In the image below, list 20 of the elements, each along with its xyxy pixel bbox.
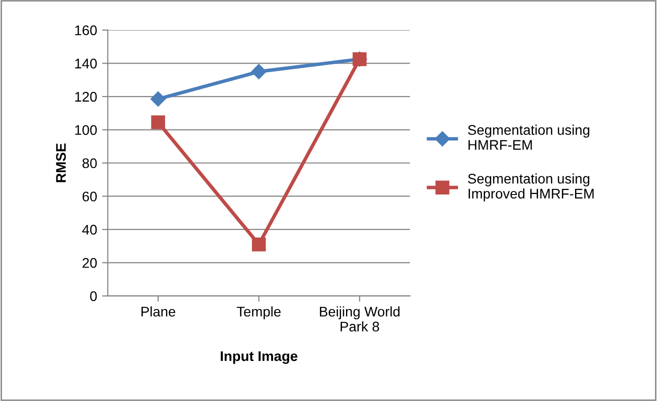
y-tick-label: 80 — [82, 158, 97, 168]
point — [151, 115, 166, 130]
x-tick-label: Temple — [236, 306, 281, 320]
y-tick-label: 20 — [82, 258, 97, 268]
legend-label: Segmentation using HMRF-EM — [468, 124, 590, 150]
y-tick-label: 0 — [90, 291, 97, 302]
y-tick-label: 120 — [75, 92, 97, 102]
x-tick-label: Plane — [141, 306, 176, 317]
legend-label: Segmentation using Improved HMRF-EM — [468, 173, 594, 202]
point — [150, 91, 166, 107]
y-tick-label: 160 — [75, 25, 97, 36]
x-axis-title: Input Image — [220, 351, 298, 364]
y-tick-label: 140 — [75, 58, 97, 68]
y-tick-label: 60 — [82, 192, 97, 202]
y-axis-title: RMSE — [56, 143, 66, 182]
point — [252, 237, 266, 252]
y-tick-label: 40 — [82, 224, 97, 235]
point — [251, 64, 266, 80]
x-tick-label: Beijing World Park 8 — [320, 306, 400, 332]
y-tick-label: 100 — [75, 125, 97, 135]
